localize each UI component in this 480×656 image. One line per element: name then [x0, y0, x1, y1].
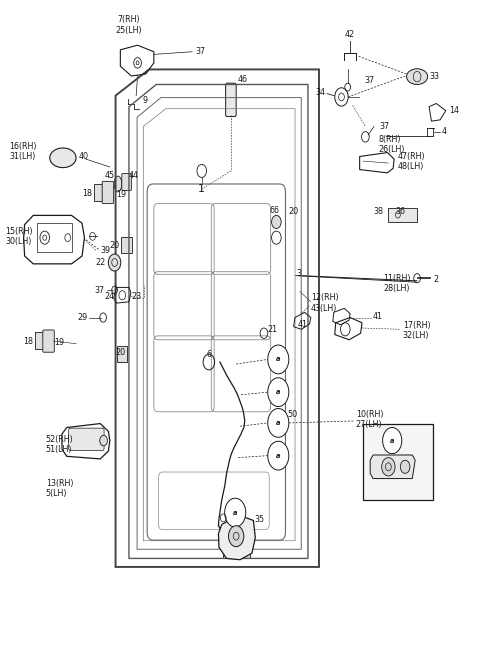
Text: 3: 3 — [297, 268, 301, 277]
Text: 1: 1 — [198, 184, 205, 194]
Text: 4: 4 — [442, 127, 447, 136]
Text: a: a — [390, 438, 395, 443]
Circle shape — [268, 441, 289, 470]
Text: a: a — [233, 510, 238, 516]
Text: 40: 40 — [78, 152, 88, 161]
Text: 19: 19 — [117, 190, 127, 199]
Bar — [388, 207, 417, 222]
Circle shape — [108, 254, 121, 271]
Bar — [35, 332, 43, 349]
FancyBboxPatch shape — [363, 424, 433, 499]
Text: 33: 33 — [430, 72, 440, 81]
Text: 37: 37 — [364, 76, 374, 85]
Circle shape — [383, 428, 402, 454]
Text: a: a — [276, 389, 280, 395]
Circle shape — [100, 436, 108, 446]
Text: 36: 36 — [395, 207, 405, 216]
Text: 46: 46 — [238, 75, 248, 84]
Bar — [117, 346, 127, 362]
Text: 39: 39 — [100, 246, 110, 255]
Circle shape — [268, 378, 289, 407]
Text: 42: 42 — [345, 30, 355, 39]
Text: 13(RH)
5(LH): 13(RH) 5(LH) — [46, 479, 73, 498]
Circle shape — [272, 215, 281, 228]
Text: 52(RH)
51(LH): 52(RH) 51(LH) — [46, 435, 73, 454]
Text: a: a — [276, 453, 280, 459]
Bar — [121, 237, 132, 253]
Bar — [94, 184, 102, 201]
Text: 34: 34 — [315, 88, 325, 97]
Text: 6: 6 — [206, 350, 211, 359]
Text: 24: 24 — [105, 292, 115, 301]
Text: a: a — [276, 356, 280, 362]
Circle shape — [228, 525, 244, 546]
Text: 11(RH)
28(LH): 11(RH) 28(LH) — [384, 274, 411, 293]
Circle shape — [225, 498, 246, 527]
Text: 15(RH)
30(LH): 15(RH) 30(LH) — [5, 227, 33, 246]
Text: 45: 45 — [105, 171, 115, 180]
Text: 19: 19 — [54, 338, 64, 347]
Text: 14: 14 — [449, 106, 459, 115]
FancyBboxPatch shape — [69, 428, 104, 451]
Text: 22: 22 — [96, 258, 106, 267]
Polygon shape — [370, 455, 415, 479]
Bar — [223, 548, 250, 558]
Text: 8(RH)
26(LH): 8(RH) 26(LH) — [379, 135, 405, 154]
Text: 50: 50 — [288, 410, 298, 419]
Ellipse shape — [407, 69, 428, 85]
Text: 47(RH)
48(LH): 47(RH) 48(LH) — [398, 152, 426, 171]
Circle shape — [268, 345, 289, 374]
Text: 41: 41 — [373, 312, 383, 321]
Text: 18: 18 — [23, 337, 33, 346]
FancyBboxPatch shape — [226, 83, 236, 117]
Ellipse shape — [50, 148, 76, 168]
Text: 16(RH)
31(LH): 16(RH) 31(LH) — [9, 142, 37, 161]
Ellipse shape — [114, 176, 122, 192]
Text: a: a — [276, 420, 280, 426]
Text: 21: 21 — [268, 325, 278, 334]
Circle shape — [400, 461, 410, 474]
Text: 10(RH)
27(LH): 10(RH) 27(LH) — [356, 410, 384, 429]
Text: 7(RH)
25(LH): 7(RH) 25(LH) — [116, 15, 142, 35]
FancyBboxPatch shape — [43, 330, 54, 352]
Text: 37: 37 — [195, 47, 205, 56]
FancyBboxPatch shape — [122, 173, 132, 190]
Text: 37: 37 — [95, 285, 105, 295]
Text: 20: 20 — [289, 207, 299, 216]
Text: 41: 41 — [298, 319, 307, 329]
Text: 2: 2 — [434, 275, 439, 284]
Text: 44: 44 — [129, 171, 139, 180]
Text: 37: 37 — [380, 122, 390, 131]
Circle shape — [382, 458, 395, 476]
Text: 29: 29 — [78, 313, 88, 322]
Bar — [36, 223, 72, 252]
Text: 38: 38 — [373, 207, 384, 216]
Text: 23: 23 — [131, 292, 141, 301]
Text: 20: 20 — [116, 348, 126, 358]
Text: 66: 66 — [269, 206, 279, 215]
Text: 18: 18 — [83, 189, 93, 197]
Text: 17(RH)
32(LH): 17(RH) 32(LH) — [403, 321, 431, 340]
Text: 35: 35 — [254, 515, 264, 523]
Text: 9: 9 — [143, 96, 147, 105]
Text: 20: 20 — [109, 241, 120, 250]
FancyBboxPatch shape — [102, 181, 114, 203]
Circle shape — [268, 409, 289, 438]
Polygon shape — [218, 515, 255, 560]
Text: 12(RH)
43(LH): 12(RH) 43(LH) — [311, 293, 338, 313]
